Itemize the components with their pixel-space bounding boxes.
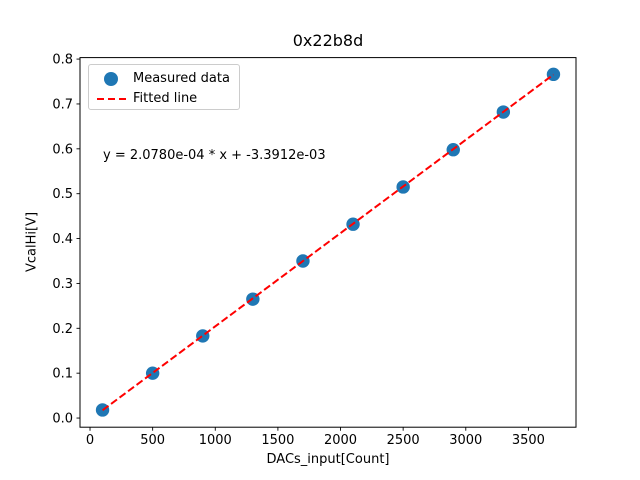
y-tick-label: 0.6 (52, 142, 73, 157)
y-tick-label: 0.1 (52, 367, 73, 382)
legend-item-fitted-line: Fitted line (89, 89, 197, 109)
dash-segment (118, 98, 126, 100)
x-tick-label: 2000 (324, 433, 357, 448)
x-tick-label: 500 (140, 433, 165, 448)
dashed-line-icon (96, 98, 126, 100)
x-tick-label: 1500 (261, 433, 294, 448)
x-tick-label: 0 (86, 433, 94, 448)
x-axis-label: DACs_input[Count] (266, 452, 390, 467)
legend-label-measured-data: Measured data (133, 71, 230, 86)
legend: Measured data Fitted line (88, 64, 240, 110)
fit-equation-annotation: y = 2.0780e-04 * x + -3.3912e-03 (103, 148, 326, 163)
dash-segment (107, 98, 115, 100)
y-tick-label: 0.3 (52, 277, 73, 292)
y-tick-label: 0.2 (52, 322, 73, 337)
legend-label-fitted-line: Fitted line (133, 91, 198, 106)
y-tick-label: 0.4 (52, 232, 73, 247)
scatter-marker-icon (104, 72, 118, 86)
y-tick-label: 0.7 (52, 97, 73, 112)
legend-marker-cell (89, 98, 133, 100)
x-tick-label: 3000 (449, 433, 482, 448)
chart-title: 0x22b8d (292, 31, 364, 50)
y-tick-label: 0.5 (52, 187, 73, 202)
dash-segment (96, 98, 104, 100)
y-tick-label: 0.8 (52, 53, 73, 68)
y-tick-label: 0.0 (52, 412, 73, 427)
legend-marker-cell (89, 72, 133, 86)
x-tick-label: 3500 (512, 433, 545, 448)
plot-frame (79, 57, 577, 428)
fitted-line (101, 73, 555, 412)
x-tick-label: 2500 (387, 433, 420, 448)
legend-item-measured-data: Measured data (89, 69, 230, 89)
y-axis-label: VcalHi[V] (24, 211, 40, 273)
x-tick-label: 1000 (199, 433, 232, 448)
